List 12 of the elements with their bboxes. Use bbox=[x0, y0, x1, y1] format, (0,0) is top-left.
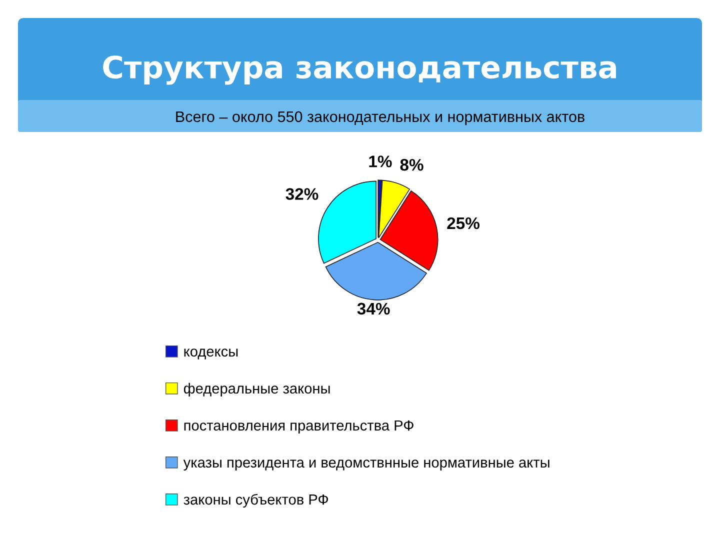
data-label: 32% bbox=[286, 188, 318, 200]
data-label: 8% bbox=[400, 158, 424, 171]
data-label: 25% bbox=[447, 217, 480, 230]
legend-label: федеральные законы bbox=[184, 382, 330, 397]
chart-subtitle: Всего – около 550 законодательных и нормативных актов bbox=[176, 111, 584, 126]
legend-label: законы субъектов РФ bbox=[184, 494, 328, 508]
data-label: 34% bbox=[357, 302, 390, 315]
data-label: 1% bbox=[369, 156, 392, 168]
legend-label: постановления правительства РФ bbox=[184, 420, 414, 434]
legend-label: указы президента и ведомствнные нормативные акты bbox=[183, 460, 550, 471]
chart-title: Структура законодательства bbox=[103, 56, 616, 85]
legend-label: кодексы bbox=[184, 348, 238, 360]
